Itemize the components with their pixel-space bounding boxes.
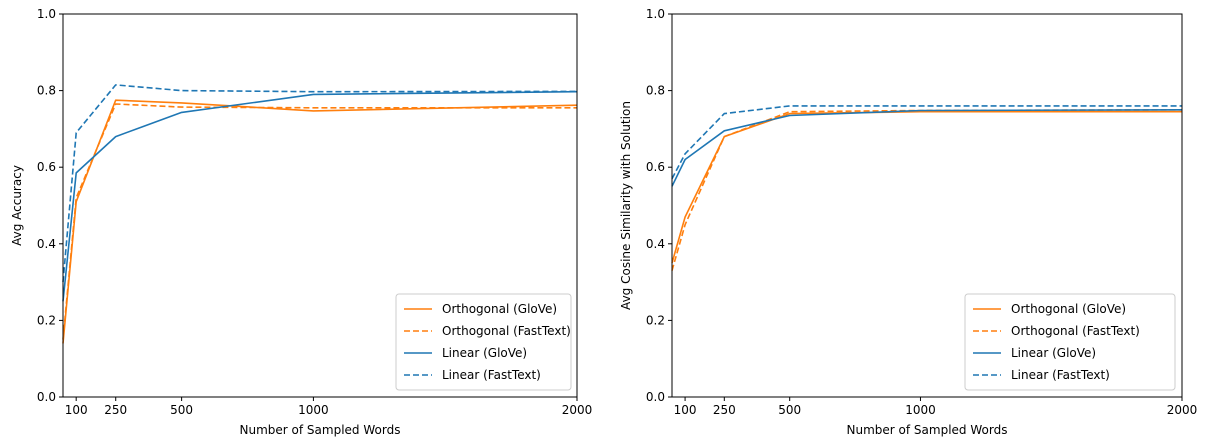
series-line-0: [62, 99, 578, 344]
x-axis-label: Number of Sampled Words: [240, 423, 401, 437]
x-axis-label: Number of Sampled Words: [847, 423, 1008, 437]
y-axis-label: Avg Accuracy: [10, 165, 24, 246]
plot-frame: [671, 13, 1183, 398]
accuracy-chart: 100 250 500 1000 2000 0.0 0.2 0.4 0.6 0.8 1.0 Numbe…: [10, 7, 592, 437]
y-tick-label: 0.4: [646, 237, 665, 251]
y-tick-label: 0.0: [646, 390, 665, 404]
legend: Orthogonal (GloVe) Orthogonal (FastText) L…: [395, 293, 572, 391]
legend-label-0: Orthogonal (GloVe): [442, 302, 557, 316]
cosine-similarity-chart: 100 250 500 1000 2000 0.0 0.2 0.4 0.6 0.8 1.0 Numbe…: [619, 7, 1197, 437]
y-tick-label: 1.0: [37, 7, 56, 21]
series-line-1: [62, 103, 577, 340]
plot-frame: [62, 13, 578, 398]
legend-box: [964, 293, 1176, 391]
legend-box: [395, 293, 572, 391]
y-tick-label: 0.2: [37, 313, 56, 327]
series-line-3: [62, 84, 578, 283]
y-tick-label: 0.8: [646, 84, 665, 98]
legend-label-2: Linear (GloVe): [442, 346, 527, 360]
legend-label-1: Orthogonal (FastText): [442, 324, 571, 338]
legend-label-3: Linear (FastText): [1011, 368, 1110, 382]
series-line-2: [671, 109, 1183, 187]
x-tick-label: 100: [674, 403, 697, 417]
x-tick-label: 2000: [1167, 403, 1198, 417]
x-tick-label: 500: [778, 403, 801, 417]
x-tick-label: 250: [713, 403, 736, 417]
series-line-1: [671, 109, 1183, 271]
x-tick-label: 250: [104, 403, 127, 417]
y-tick-label: 0.6: [37, 160, 56, 174]
y-tick-label: 0.4: [37, 237, 56, 251]
x-tick-label: 500: [170, 403, 193, 417]
series-lines: [62, 84, 578, 344]
x-tick-label: 1000: [905, 403, 936, 417]
legend-label-3: Linear (FastText): [442, 368, 541, 382]
legend-label-0: Orthogonal (GloVe): [1011, 302, 1126, 316]
y-tick-label: 0.8: [37, 84, 56, 98]
x-tick-label: 2000: [562, 403, 593, 417]
y-tick-label: 0.0: [37, 390, 56, 404]
series-lines: [671, 105, 1183, 271]
series-line-0: [671, 110, 1182, 264]
y-tick-label: 0.2: [646, 313, 665, 327]
y-axis-label: Avg Cosine Similarity with Solution: [619, 101, 633, 310]
x-tick-label: 1000: [298, 403, 329, 417]
series-line-3: [671, 105, 1182, 180]
y-tick-label: 0.6: [646, 160, 665, 174]
y-tick-label: 1.0: [646, 7, 665, 21]
legend: Orthogonal (GloVe) Orthogonal (FastText) L…: [964, 293, 1176, 391]
series-line-2: [62, 90, 578, 302]
legend-label-2: Linear (GloVe): [1011, 346, 1096, 360]
legend-label-1: Orthogonal (FastText): [1011, 324, 1140, 338]
x-tick-label: 100: [65, 403, 88, 417]
